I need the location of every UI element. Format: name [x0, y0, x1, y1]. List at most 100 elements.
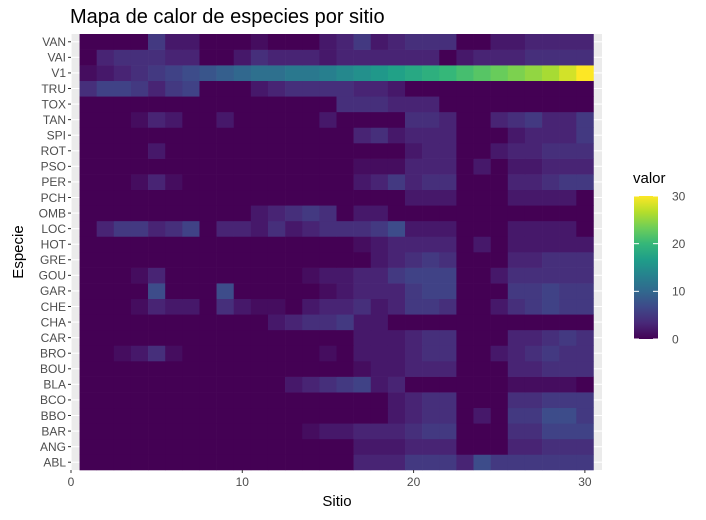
heatmap-cell — [456, 80, 474, 97]
heatmap-cell — [456, 252, 474, 268]
heatmap-cell — [199, 329, 217, 346]
heatmap-cell — [336, 407, 354, 424]
y-tick-label: ROT — [41, 144, 67, 158]
heatmap-cell — [336, 283, 354, 300]
heatmap-cell — [302, 80, 320, 97]
heatmap-cell — [319, 407, 337, 424]
heatmap-cell — [216, 96, 235, 113]
x-tick-label: 0 — [68, 475, 75, 489]
heatmap-cell — [79, 205, 97, 222]
heatmap-cell — [456, 49, 474, 66]
heatmap-cell — [267, 423, 286, 440]
heatmap-cell — [165, 189, 183, 206]
heatmap-cell — [302, 205, 320, 222]
heatmap-cell — [507, 392, 526, 409]
heatmap-cell — [559, 174, 577, 191]
heatmap-cell — [302, 127, 320, 144]
heatmap-cell — [165, 423, 183, 440]
x-tick-label: 10 — [236, 475, 250, 489]
heatmap-cell — [148, 143, 166, 159]
heatmap-cell — [233, 329, 252, 346]
heatmap-cell — [336, 96, 354, 113]
heatmap-cell — [233, 376, 252, 393]
heatmap-cell — [182, 96, 200, 113]
y-tick-label: PER — [41, 175, 66, 189]
heatmap-cell — [96, 438, 115, 455]
heatmap-cell — [422, 80, 440, 97]
heatmap-cell — [507, 143, 526, 159]
heatmap-cell — [250, 361, 269, 377]
heatmap-cell — [387, 189, 406, 206]
heatmap-cell — [199, 49, 217, 66]
heatmap-cell — [422, 392, 440, 409]
heatmap-cell — [182, 329, 200, 346]
heatmap-cell — [473, 298, 491, 315]
heatmap-cell — [113, 80, 132, 97]
heatmap-cell — [216, 361, 235, 377]
heatmap-cell — [79, 189, 97, 206]
heatmap-cell — [439, 407, 457, 424]
heatmap-cell — [422, 143, 440, 159]
heatmap-cell — [559, 49, 577, 66]
heatmap-cell — [216, 438, 235, 455]
heatmap-cell — [387, 205, 406, 222]
heatmap-cell — [319, 65, 337, 82]
heatmap-cell — [285, 298, 303, 315]
heatmap-cell — [79, 252, 97, 268]
heatmap-cell — [422, 189, 440, 206]
heatmap-cell — [165, 65, 183, 82]
heatmap-cell — [336, 376, 354, 393]
heatmap-cell — [507, 220, 526, 237]
heatmap-cell — [96, 392, 115, 409]
heatmap-cell — [387, 423, 406, 440]
heatmap-cell — [302, 252, 320, 268]
heatmap-cell — [422, 96, 440, 113]
heatmap-cell — [96, 407, 115, 424]
heatmap-cell — [79, 80, 97, 97]
heatmap-cell — [490, 96, 509, 113]
heatmap-cell — [216, 34, 235, 50]
heatmap-cell — [182, 127, 200, 144]
heatmap-cell — [96, 65, 115, 82]
heatmap-cell — [490, 205, 509, 222]
heatmap-cell — [405, 205, 423, 222]
heatmap-cell — [96, 189, 115, 206]
heatmap-cell — [165, 283, 183, 300]
heatmap-cell — [542, 65, 560, 82]
heatmap-cell — [285, 392, 303, 409]
heatmap-cell — [387, 127, 406, 144]
heatmap-cell — [542, 127, 560, 144]
heatmap-cell — [250, 438, 269, 455]
heatmap-cell — [113, 392, 132, 409]
heatmap-cell — [165, 34, 183, 50]
heatmap-cell — [490, 376, 509, 393]
heatmap-cell — [353, 298, 372, 315]
heatmap-cell — [576, 80, 594, 97]
heatmap-cell — [267, 80, 286, 97]
heatmap-cell — [267, 407, 286, 424]
heatmap-cell — [96, 127, 115, 144]
heatmap-cell — [199, 361, 217, 377]
heatmap-cell — [79, 345, 97, 362]
heatmap-cell — [302, 220, 320, 237]
heatmap-cell — [507, 298, 526, 315]
heatmap-cell — [353, 111, 372, 128]
heatmap-cell — [559, 127, 577, 144]
heatmap-cell — [370, 111, 389, 128]
heatmap-cell — [524, 65, 543, 82]
heatmap-cell — [542, 252, 560, 268]
heatmap-cell — [148, 267, 166, 284]
heatmap-cell — [542, 376, 560, 393]
heatmap-cell — [302, 143, 320, 159]
heatmap-cell — [507, 423, 526, 440]
heatmap-cell — [490, 34, 509, 50]
heatmap-cell — [353, 34, 372, 50]
heatmap-cell — [405, 283, 423, 300]
heatmap-cell — [319, 361, 337, 377]
heatmap-cell — [507, 345, 526, 362]
heatmap-cell — [473, 65, 491, 82]
heatmap-cell — [96, 329, 115, 346]
heatmap-cell — [507, 127, 526, 144]
heatmap-cell — [216, 252, 235, 268]
